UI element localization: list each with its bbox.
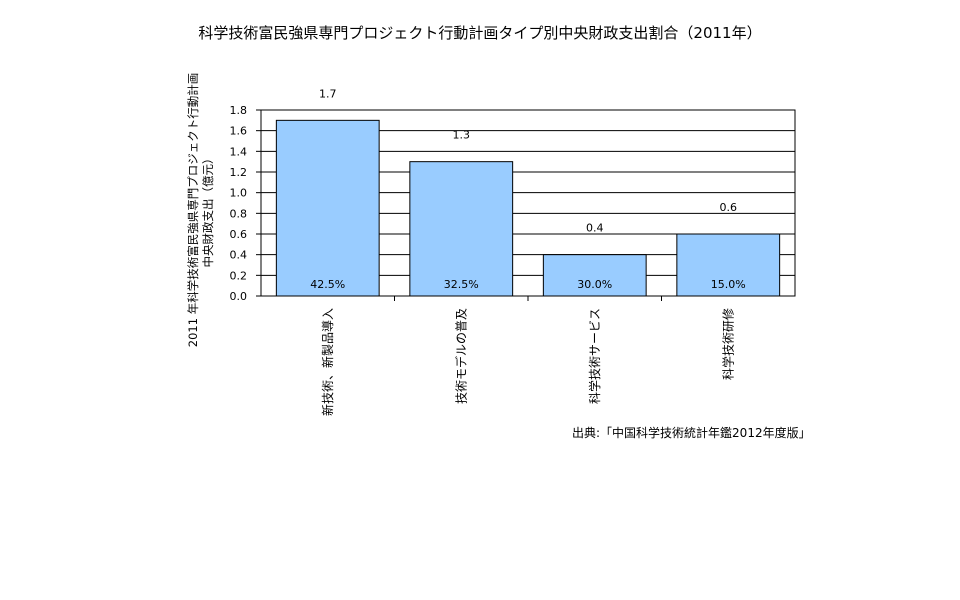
category-label: 科学技術研修 <box>720 308 735 380</box>
chart-title: 科学技術富民強県専門プロジェクト行動計画タイプ別中央財政支出割合（2011年） <box>198 24 762 42</box>
y-tick-label: 0.6 <box>230 228 248 241</box>
y-axis-label-line2: 中央財政支出（億元） <box>201 152 215 268</box>
percent-label: 15.0% <box>711 278 746 291</box>
percent-label: 30.0% <box>577 278 612 291</box>
category-label: 新技術、新製品導入 <box>320 308 335 416</box>
y-axis-label-line1: 2011 年科学技術富民強県専門プロジェクト行動計画 <box>186 72 200 348</box>
bar <box>676 233 781 297</box>
bar <box>275 119 380 297</box>
y-tick-label: 1.2 <box>230 166 248 179</box>
value-label: 1.7 <box>319 87 337 100</box>
bar <box>409 161 514 297</box>
y-tick-label: 1.0 <box>230 187 248 200</box>
y-axis-label: 2011 年科学技術富民強県専門プロジェクト行動計画 中央財政支出（億元） <box>186 40 226 380</box>
y-tick-label: 0.0 <box>230 290 248 303</box>
y-tick-label: 1.4 <box>230 145 248 158</box>
bar <box>542 254 647 297</box>
value-label: 1.3 <box>453 129 471 142</box>
source-note: 出典:「中国科学技術統計年鑑2012年度版」 <box>572 426 811 440</box>
y-tick-label: 1.6 <box>230 125 248 138</box>
y-tick-label: 0.4 <box>230 249 248 262</box>
y-tick-label: 1.8 <box>230 104 248 117</box>
y-tick-label: 0.8 <box>230 207 248 220</box>
category-label: 科学技術サービス <box>587 308 602 404</box>
value-label: 0.6 <box>720 201 738 214</box>
category-label: 技術モデルの普及 <box>453 308 468 404</box>
percent-label: 32.5% <box>444 278 479 291</box>
y-tick-label: 0.2 <box>230 269 248 282</box>
value-label: 0.4 <box>586 222 604 235</box>
percent-label: 42.5% <box>310 278 345 291</box>
